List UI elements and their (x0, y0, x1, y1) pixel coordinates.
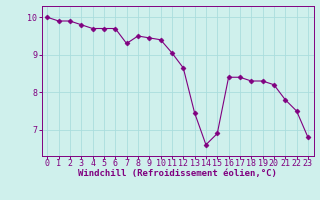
X-axis label: Windchill (Refroidissement éolien,°C): Windchill (Refroidissement éolien,°C) (78, 169, 277, 178)
